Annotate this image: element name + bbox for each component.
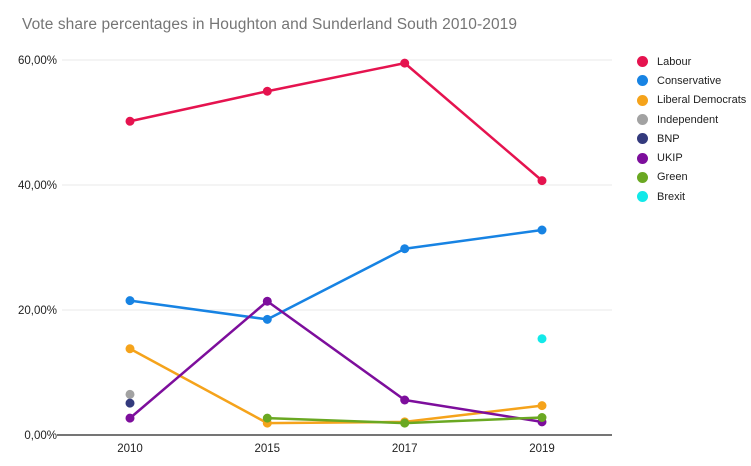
data-point-independent-2010[interactable] — [125, 389, 135, 399]
x-tick-label-2017: 2017 — [392, 443, 418, 455]
data-point-ukip-2010[interactable] — [125, 413, 135, 423]
legend-label-conservative: Conservative — [657, 74, 722, 87]
chart-title: Vote share percentages in Houghton and S… — [22, 16, 518, 33]
legend-label-labour: Labour — [657, 55, 692, 68]
legend-label-independent: Independent — [657, 113, 719, 126]
data-point-labour-2017[interactable] — [400, 58, 410, 68]
data-point-labour-2019[interactable] — [537, 176, 547, 186]
data-point-ukip-2015[interactable] — [262, 296, 272, 306]
legend-item-bnp: BNP — [637, 129, 751, 148]
legend-label-bnp: BNP — [657, 132, 680, 145]
data-point-labour-2015[interactable] — [262, 86, 272, 96]
legend-item-independent: Independent — [637, 110, 751, 129]
legend-label-ukip: UKIP — [657, 152, 683, 165]
data-point-bnp-2010[interactable] — [125, 398, 135, 408]
legend-dot-conservative — [637, 75, 648, 87]
legend: Labour Conservative Liberal Democrats Indep… — [637, 52, 751, 206]
x-tick-label-2019: 2019 — [529, 443, 555, 455]
y-tick-label-60: 60,00% — [18, 55, 57, 67]
data-point-green-2015[interactable] — [262, 413, 272, 423]
data-point-liberal-democrats-2019[interactable] — [537, 401, 547, 411]
data-point-conservative-2015[interactable] — [262, 314, 272, 324]
legend-dot-liberal-democrats — [637, 94, 648, 106]
data-point-green-2017[interactable] — [400, 418, 410, 428]
legend-item-conservative: Conservative — [637, 71, 751, 90]
legend-label-green: Green — [657, 171, 688, 184]
legend-dot-ukip — [637, 152, 648, 164]
data-point-conservative-2019[interactable] — [537, 225, 547, 235]
data-point-conservative-2017[interactable] — [400, 244, 410, 254]
data-point-ukip-2017[interactable] — [400, 395, 410, 405]
legend-dot-independent — [637, 114, 648, 126]
data-point-conservative-2010[interactable] — [125, 296, 135, 306]
legend-dot-brexit — [637, 191, 648, 203]
legend-label-brexit: Brexit — [657, 190, 686, 203]
legend-item-green: Green — [637, 168, 751, 187]
legend-dot-labour — [637, 56, 648, 68]
legend-dot-green — [637, 171, 648, 183]
y-tick-label-0: 0,00% — [24, 430, 57, 442]
legend-label-liberal-democrats: Liberal Democrats — [657, 94, 747, 107]
legend-item-liberal-democrats: Liberal Democrats — [637, 91, 751, 110]
x-tick-label-2010: 2010 — [117, 443, 143, 455]
data-point-green-2019[interactable] — [537, 413, 547, 422]
data-point-liberal-democrats-2010[interactable] — [125, 344, 135, 354]
x-tick-label-2015: 2015 — [255, 443, 281, 455]
series-line-labour — [128, 61, 544, 182]
series-line-liberal-democrats — [128, 347, 544, 425]
legend-item-brexit: Brexit — [637, 187, 751, 206]
data-point-brexit-2019[interactable] — [537, 334, 547, 344]
y-tick-label-40: 40,00% — [18, 180, 57, 192]
legend-item-labour: Labour — [637, 52, 751, 71]
data-point-labour-2010[interactable] — [125, 116, 135, 126]
series-line-ukip — [128, 300, 544, 424]
legend-item-ukip: UKIP — [637, 148, 751, 167]
legend-dot-bnp — [637, 133, 648, 145]
y-tick-label-20: 20,00% — [18, 305, 57, 317]
series-line-conservative — [128, 228, 544, 321]
